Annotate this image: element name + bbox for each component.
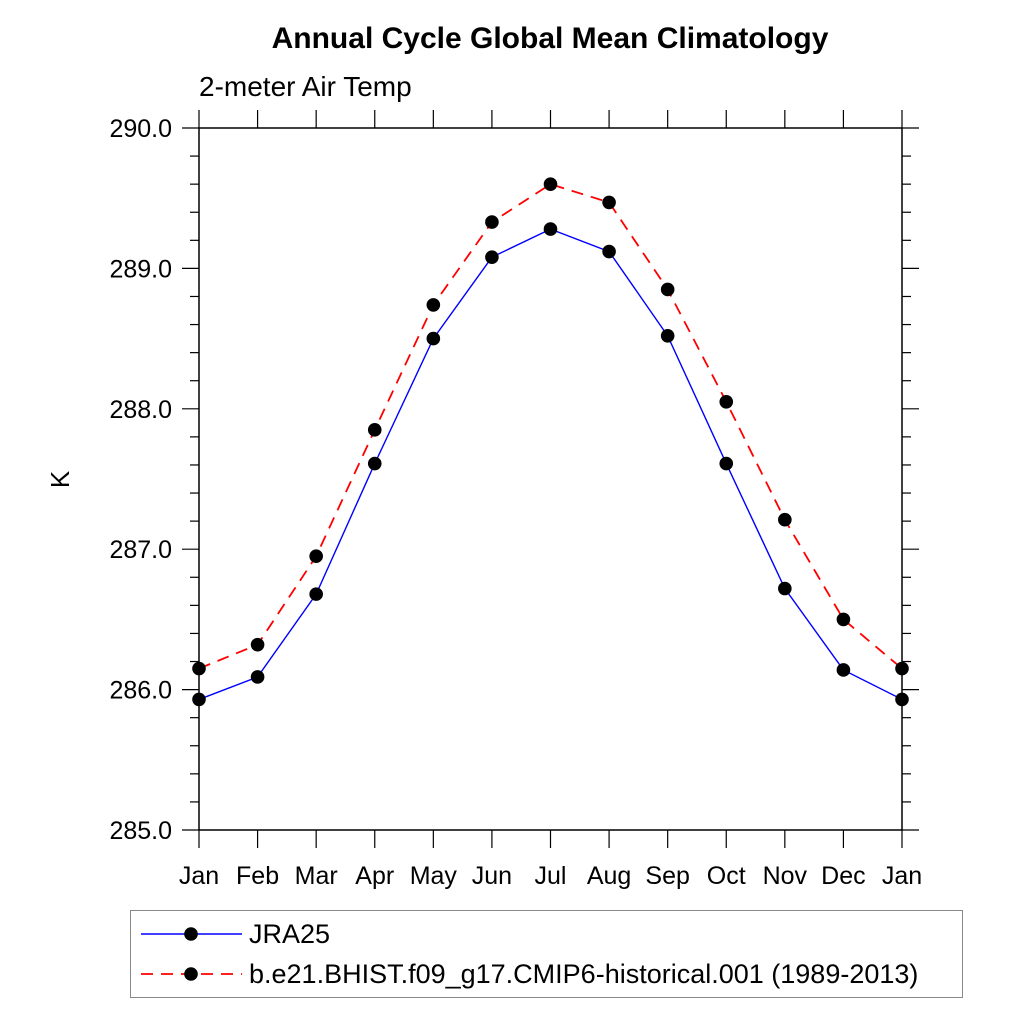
x-tick-label: Jul	[535, 862, 567, 890]
series-line-0	[198, 228, 903, 701]
legend-label-jra25: JRA25	[249, 918, 331, 949]
legend-entry-cmip6: b.e21.BHIST.f09_g17.CMIP6-historical.001…	[141, 954, 962, 994]
data-point-marker-1	[543, 177, 558, 191]
legend-label-cmip6: b.e21.BHIST.f09_g17.CMIP6-historical.001…	[249, 958, 919, 989]
chart-title: Annual Cycle Global Mean Climatology	[271, 22, 829, 55]
data-point-marker-0	[485, 250, 499, 264]
data-point-marker-0	[367, 456, 382, 471]
x-tick-label: Jun	[472, 862, 512, 890]
x-tick-label: Apr	[355, 862, 394, 890]
x-tick-label: Oct	[707, 862, 746, 890]
legend-dashed-line-marker-icon	[141, 967, 242, 981]
data-point-marker-0	[426, 331, 441, 346]
data-point-marker-1	[250, 637, 265, 652]
legend-solid-line-marker-icon	[141, 927, 242, 941]
x-tick-label: Aug	[587, 862, 631, 890]
y-tick-label: 286.0	[109, 677, 172, 705]
y-tick-label: 287.0	[109, 536, 172, 564]
y-tick-label: 289.0	[109, 255, 172, 283]
chart-subtitle: 2-meter Air Temp	[199, 71, 412, 102]
data-point-marker-1	[485, 215, 499, 229]
data-point-marker-0	[660, 328, 675, 343]
data-point-marker-1	[367, 423, 382, 437]
legend-box: JRA25 b.e21.BHIST.f09_g17.CMIP6-historic…	[130, 910, 963, 998]
series-line-1	[198, 183, 903, 670]
data-point-marker-1	[836, 612, 851, 627]
data-point-marker-1	[192, 661, 206, 676]
x-tick-label: Mar	[295, 862, 338, 890]
x-tick-label: Sep	[645, 862, 689, 890]
data-point-marker-0	[836, 663, 851, 677]
data-point-marker-0	[309, 587, 323, 601]
data-point-marker-1	[426, 298, 441, 312]
data-point-marker-0	[543, 222, 558, 236]
x-tick-label: Jan	[179, 862, 219, 890]
data-point-marker-0	[778, 581, 792, 596]
y-tick-label: 290.0	[109, 115, 172, 143]
data-point-marker-1	[778, 512, 792, 527]
x-tick-label: Dec	[821, 862, 865, 890]
x-tick-label: Nov	[763, 862, 808, 890]
data-point-marker-0	[895, 692, 909, 707]
data-point-marker-0	[719, 456, 734, 471]
data-point-marker-1	[719, 394, 734, 409]
data-point-marker-1	[660, 282, 675, 297]
chart-canvas: Jan Feb Mar Apr May Jun Jul Aug Sep Oct Nov Dec Jan2…	[109, 110, 922, 890]
y-tick-label: 288.0	[109, 396, 172, 424]
data-point-marker-1	[309, 549, 323, 564]
x-tick-label: Feb	[236, 862, 279, 890]
data-point-marker-0	[602, 244, 616, 259]
y-tick-label: 285.0	[109, 817, 172, 845]
x-tick-label: Jan	[882, 862, 922, 890]
data-point-marker-1	[895, 661, 909, 676]
x-tick-label: May	[410, 862, 458, 890]
data-point-marker-1	[602, 195, 616, 210]
y-axis-label: K	[45, 470, 76, 489]
data-point-marker-0	[192, 692, 206, 707]
data-point-marker-0	[250, 670, 265, 684]
legend-entry-jra25: JRA25	[141, 914, 962, 954]
